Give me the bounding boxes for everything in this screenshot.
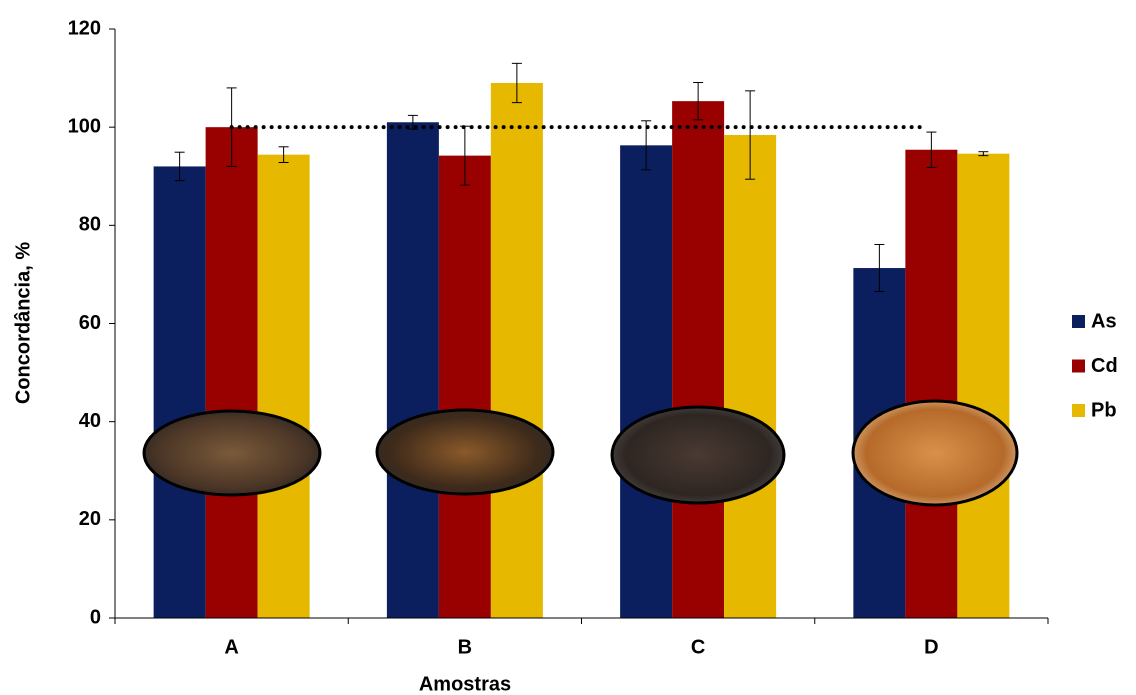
legend-label: Pb: [1091, 399, 1117, 421]
x-tick-label: B: [458, 636, 472, 658]
plot-area: [154, 83, 1010, 618]
y-tick-label: 100: [68, 115, 101, 137]
bar: [905, 150, 957, 618]
bar: [724, 135, 776, 618]
x-tick-label: D: [924, 636, 938, 658]
legend-swatch: [1072, 315, 1085, 328]
y-tick-label: 60: [79, 312, 101, 334]
photos: [144, 401, 1017, 505]
bar: [206, 127, 258, 618]
legend-swatch: [1072, 360, 1085, 373]
insect-photo: [612, 407, 784, 503]
insect-photo: [853, 401, 1017, 505]
bar: [620, 145, 672, 618]
y-tick-label: 120: [68, 17, 101, 39]
bar: [258, 155, 310, 618]
legend-label: As: [1091, 310, 1117, 332]
legend-swatch: [1072, 404, 1085, 417]
bar: [387, 122, 439, 618]
y-tick-label: 80: [79, 214, 101, 236]
x-axis-title: Amostras: [419, 673, 511, 695]
bar: [672, 101, 724, 618]
insect-photo: [144, 411, 320, 495]
x-tick-label: C: [691, 636, 705, 658]
x-tick-label: A: [224, 636, 238, 658]
y-axis-title: Concordância, %: [12, 242, 34, 404]
bar: [154, 166, 206, 618]
bar: [439, 156, 491, 618]
y-tick-label: 0: [90, 606, 101, 628]
bar: [957, 154, 1009, 618]
chart: 0 20 40 60 80 100 120 A B C D As Cd Pb Amostras Conco…: [0, 0, 1136, 695]
y-tick-label: 20: [79, 508, 101, 530]
y-tick-label: 40: [79, 410, 101, 432]
insect-photo: [377, 410, 553, 494]
bar: [491, 83, 543, 618]
legend-label: Cd: [1091, 355, 1118, 377]
